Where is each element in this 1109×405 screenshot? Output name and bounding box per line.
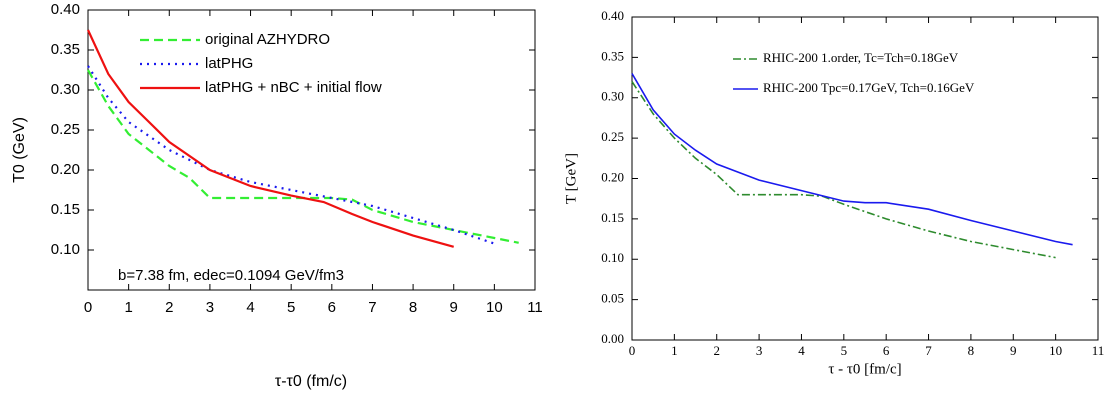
y-tick-label: 0.00 bbox=[601, 331, 624, 346]
y-tick-label: 0.20 bbox=[51, 161, 80, 178]
plot-frame bbox=[87, 9, 536, 291]
legend-label: RHIC-200 Tpc=0.17GeV, Tch=0.16GeV bbox=[763, 80, 975, 95]
x-tick-label: 9 bbox=[450, 299, 458, 316]
x-tick-label: 1 bbox=[124, 299, 132, 316]
annotation: b=7.38 fm, edec=0.1094 GeV/fm3 bbox=[118, 267, 344, 284]
y-tick-label: 0.35 bbox=[601, 48, 624, 63]
y-tick-label: 0.20 bbox=[601, 169, 624, 184]
y-axis-title: T0 (GeV) bbox=[11, 117, 28, 183]
x-tick-label: 3 bbox=[206, 299, 214, 316]
x-tick-label: 2 bbox=[713, 343, 720, 358]
y-tick-label: 0.25 bbox=[51, 121, 80, 138]
data-line bbox=[631, 81, 1056, 259]
x-tick-label: 9 bbox=[1010, 343, 1017, 358]
x-tick-label: 6 bbox=[328, 299, 336, 316]
y-tick-label: 0.10 bbox=[601, 250, 624, 265]
x-tick-label: 2 bbox=[165, 299, 173, 316]
y-tick-label: 0.40 bbox=[601, 8, 624, 23]
x-tick-label: 3 bbox=[756, 343, 763, 358]
x-tick-label: 8 bbox=[968, 343, 975, 358]
data-line bbox=[631, 73, 1073, 246]
y-tick-label: 0.10 bbox=[51, 241, 80, 258]
y-tick-label: 0.30 bbox=[601, 89, 624, 104]
x-tick-label: 6 bbox=[883, 343, 890, 358]
x-tick-label: 10 bbox=[486, 299, 503, 316]
x-tick-label: 7 bbox=[925, 343, 932, 358]
x-tick-label: 4 bbox=[246, 299, 254, 316]
y-tick-label: 0.35 bbox=[51, 41, 80, 58]
y-tick-label: 0.40 bbox=[51, 1, 80, 18]
x-axis-title: τ-τ0 (fm/c) bbox=[275, 373, 347, 390]
y-tick-label: 0.05 bbox=[601, 291, 624, 306]
chart: 0 1 2 3 4 5 6 7 8 9 10 11 0.00 0.05 0.10 0.15 0.20 0.25 0.… bbox=[563, 8, 1104, 377]
x-tick-label: 11 bbox=[527, 299, 543, 316]
x-tick-label: 0 bbox=[629, 343, 636, 358]
y-axis-title: T [GeV] bbox=[563, 153, 579, 204]
x-tick-label: 4 bbox=[798, 343, 805, 358]
y-tick-label: 0.25 bbox=[601, 129, 624, 144]
data-line bbox=[87, 69, 519, 244]
chart: 0 1 2 3 4 5 6 7 8 9 10 11 0.10 0.15 0.20 0.25 0.30 0.35 0.… bbox=[11, 1, 543, 390]
x-tick-label: 5 bbox=[841, 343, 848, 358]
x-tick-label: 8 bbox=[409, 299, 417, 316]
x-tick-label: 10 bbox=[1049, 343, 1062, 358]
x-tick-label: 0 bbox=[84, 299, 92, 316]
plot-frame bbox=[631, 16, 1099, 341]
x-tick-label: 11 bbox=[1092, 343, 1105, 358]
legend-label: original AZHYDRO bbox=[205, 31, 330, 48]
x-tick-label: 1 bbox=[671, 343, 678, 358]
x-tick-label: 7 bbox=[368, 299, 376, 316]
data-line bbox=[87, 29, 454, 248]
legend-label: RHIC-200 1.order, Tc=Tch=0.18GeV bbox=[763, 50, 959, 65]
y-tick-label: 0.30 bbox=[51, 81, 80, 98]
x-tick-label: 5 bbox=[287, 299, 295, 316]
y-tick-label: 0.15 bbox=[51, 201, 80, 218]
legend-label: latPHG bbox=[205, 55, 253, 72]
x-axis-title: τ - τ0 [fm/c] bbox=[828, 361, 901, 377]
y-tick-label: 0.15 bbox=[601, 210, 624, 225]
legend-label: latPHG + nBC + initial flow bbox=[205, 79, 382, 96]
data-line bbox=[87, 65, 495, 245]
